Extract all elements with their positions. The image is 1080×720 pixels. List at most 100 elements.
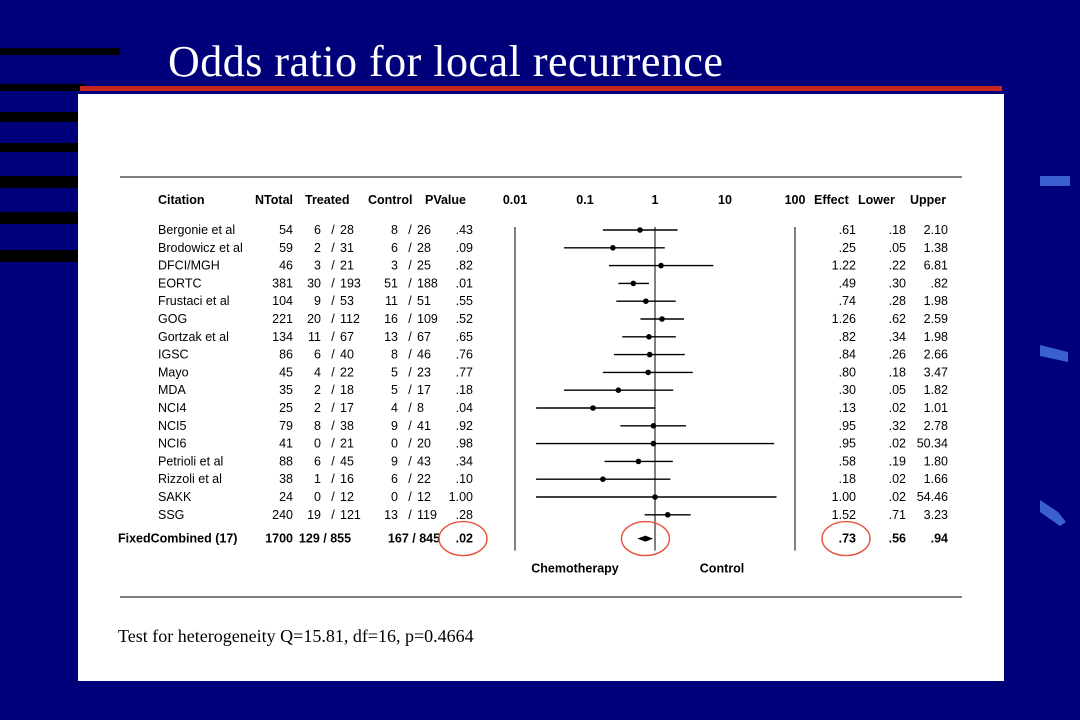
point-estimate — [652, 494, 658, 500]
header-upper: Upper — [910, 193, 946, 207]
right-accent-1 — [1040, 176, 1070, 186]
study-ntotal: 88 — [279, 454, 293, 468]
study-treated-sep: / — [331, 312, 335, 326]
study-control-events: 11 — [385, 294, 398, 308]
study-effect: .74 — [839, 294, 856, 308]
study-effect: .82 — [839, 330, 856, 344]
study-treated-sep: / — [331, 490, 335, 504]
study-pvalue: .09 — [456, 241, 473, 255]
study-pvalue: 1.00 — [449, 490, 473, 504]
combined-lower: .56 — [889, 532, 906, 546]
study-citation: Brodowicz et al — [158, 241, 243, 255]
study-control-sep: / — [408, 419, 412, 433]
study-treated-events: 8 — [314, 419, 321, 433]
point-estimate — [590, 405, 596, 411]
tick-label: 0.1 — [576, 193, 593, 207]
study-control-sep: / — [408, 241, 412, 255]
study-row: IGSC 86 6 / 40 8 / 46 .76 .84 .26 2.66 — [158, 348, 948, 362]
study-control-sep: / — [408, 437, 412, 451]
study-effect: 1.26 — [832, 312, 856, 326]
study-ntotal: 86 — [279, 348, 293, 362]
study-upper: 2.10 — [924, 223, 948, 237]
study-control-sep: / — [408, 259, 412, 273]
study-row: Bergonie et al 54 6 / 28 8 / 26 .43 .61 .18 2.10 — [158, 223, 948, 237]
study-upper: 1.98 — [924, 294, 948, 308]
study-control-events: 0 — [391, 490, 398, 504]
combined-row: FixedCombined (17) 1700 129 / 855 167 / 845… — [118, 532, 948, 546]
study-control-events: 51 — [384, 276, 398, 290]
study-control-total: 17 — [417, 383, 431, 397]
study-row: Brodowicz et al 59 2 / 31 6 / 28 .09 .25 .05 1.38 — [158, 241, 948, 255]
study-control-total: 8 — [417, 401, 424, 415]
header-lower: Lower — [858, 193, 895, 207]
study-effect: .95 — [839, 419, 856, 433]
chart-panel: Citation NTotal Treated Control PValue Effect… — [78, 94, 1004, 681]
study-upper: 2.78 — [924, 419, 948, 433]
study-treated-events: 6 — [314, 454, 321, 468]
study-treated-total: 16 — [340, 472, 354, 486]
point-estimate — [646, 351, 653, 358]
study-citation: NCI5 — [158, 419, 187, 433]
study-control-total: 25 — [417, 259, 431, 273]
study-control-sep: / — [408, 294, 412, 308]
study-citation: SSG — [158, 508, 184, 522]
study-treated-events: 0 — [314, 437, 321, 451]
study-citation: Mayo — [158, 365, 189, 379]
study-effect: 1.00 — [832, 490, 856, 504]
pvalue-highlight-circle — [438, 520, 488, 557]
combined-row-content: FixedCombined (17) 1700 129 / 855 167 / 845… — [118, 532, 948, 546]
study-treated-sep: / — [331, 454, 335, 468]
study-row: GOG 221 20 / 112 16 / 109 .52 1.26 .62 2.59 — [158, 312, 948, 326]
study-ntotal: 24 — [279, 490, 293, 504]
favours-left-label: Chemotherapy — [531, 562, 619, 576]
left-stripe-3 — [0, 112, 78, 122]
left-stripe-4 — [0, 143, 78, 152]
study-ntotal: 240 — [272, 508, 293, 522]
study-pvalue: .10 — [456, 472, 473, 486]
study-row: NCI6 41 0 / 21 0 / 20 .98 .95 .02 50.34 — [158, 437, 948, 451]
study-row: EORTC 381 30 / 193 51 / 188 .01 .49 .30 .82 — [158, 276, 948, 290]
study-control-sep: / — [408, 223, 412, 237]
slide-title: Odds ratio for local recurrence — [168, 37, 724, 86]
combined-ntotal: 1700 — [265, 532, 293, 546]
study-treated-sep: / — [331, 223, 335, 237]
study-treated-events: 2 — [314, 401, 321, 415]
study-row: MDA 35 2 / 18 5 / 17 .18 .30 .05 1.82 — [158, 383, 948, 397]
study-lower: .26 — [889, 348, 906, 362]
study-treated-total: 40 — [340, 348, 354, 362]
study-treated-events: 20 — [307, 312, 321, 326]
study-citation: NCI6 — [158, 437, 187, 451]
combined-control: 167 / 845 — [388, 532, 440, 546]
study-ntotal: 38 — [279, 472, 293, 486]
study-pvalue: .77 — [456, 365, 473, 379]
study-lower: .22 — [889, 259, 906, 273]
frame-lines — [120, 176, 962, 598]
study-control-total: 119 — [417, 508, 437, 522]
study-pvalue: .92 — [456, 419, 473, 433]
study-control-sep: / — [408, 454, 412, 468]
study-control-total: 28 — [417, 241, 431, 255]
study-control-sep: / — [408, 348, 412, 362]
study-row: Frustaci et al 104 9 / 53 11 / 51 .55 .74 .28 1.98 — [158, 294, 948, 308]
study-upper: 6.81 — [924, 259, 948, 273]
study-treated-sep: / — [331, 401, 335, 415]
study-upper: 3.47 — [924, 365, 948, 379]
study-citation: DFCI/MGH — [158, 259, 220, 273]
study-treated-total: 31 — [340, 241, 354, 255]
study-treated-total: 17 — [340, 401, 354, 415]
study-treated-sep: / — [331, 330, 335, 344]
left-stripe-2 — [0, 84, 85, 91]
left-stripe-6 — [0, 212, 78, 224]
study-ntotal: 221 — [272, 312, 293, 326]
study-control-total: 12 — [417, 490, 431, 504]
study-control-total: 23 — [417, 365, 431, 379]
study-control-events: 6 — [391, 472, 398, 486]
study-control-sep: / — [408, 383, 412, 397]
study-treated-total: 18 — [340, 383, 354, 397]
favours-right-label: Control — [700, 562, 744, 576]
header-row: Citation NTotal Treated Control PValue Effect… — [158, 193, 946, 207]
point-estimate — [630, 280, 637, 287]
study-upper: 1.38 — [924, 241, 948, 255]
study-row: SAKK 24 0 / 12 0 / 12 1.00 1.00 .02 54.46 — [158, 490, 948, 504]
effect-highlight-circle — [821, 520, 871, 557]
